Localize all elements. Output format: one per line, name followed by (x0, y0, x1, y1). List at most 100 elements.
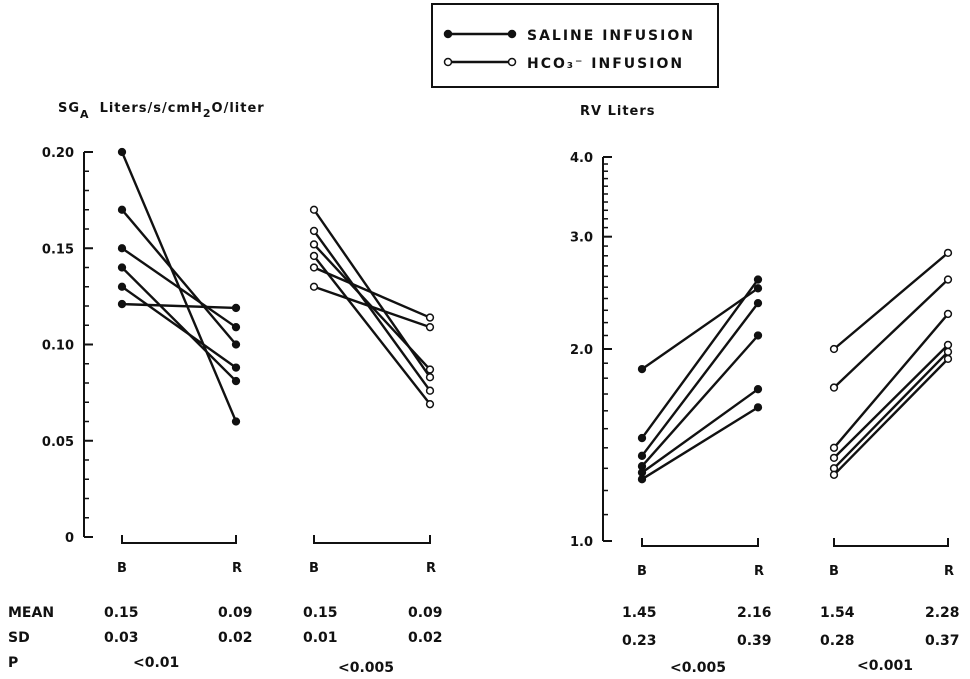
rv-subject-line (833, 278, 949, 389)
sga-subject-line (313, 255, 431, 405)
sga-data-point (231, 323, 241, 332)
subject-lines (117, 147, 953, 484)
sga-data-point (231, 417, 241, 426)
rv-subject-line (833, 358, 949, 476)
rv-group-bracket (641, 538, 759, 547)
stats-table: MEAN SD P 0.15 0.09 0.03 0.02 <0.01 0.15… (8, 605, 960, 676)
sga-subject-line (313, 285, 431, 329)
rv-ylabel: RV Liters (580, 104, 656, 119)
sga-category-label: R (426, 561, 436, 576)
legend-marker-hco3-right (507, 57, 517, 67)
rv-hco3-mean-b: 1.54 (820, 605, 855, 621)
rv-hco3-sd-r: 0.37 (925, 633, 960, 649)
sga-data-point (309, 251, 319, 261)
sga-group-bracket (121, 535, 237, 544)
sga-data-point (309, 263, 319, 272)
sga-data-point (425, 373, 435, 382)
rv-data-point (637, 451, 647, 460)
sga-ylabel: SGA Liters/s/cmH2O/liter (58, 101, 265, 121)
sga-data-point (117, 147, 127, 157)
rv-category-label: R (944, 564, 954, 579)
sga-saline-sd-b: 0.03 (104, 630, 139, 646)
sga-category-label: B (309, 561, 319, 576)
sga-ytick-label: 0.05 (42, 435, 74, 450)
rv-data-point (753, 331, 763, 340)
sga-data-point (117, 282, 127, 291)
rv-subject-line (641, 388, 759, 474)
rv-data-point (637, 468, 647, 477)
rv-group-bracket (833, 538, 949, 547)
sga-ytick-label: 0 (65, 531, 74, 546)
rv-saline-p: <0.005 (670, 660, 726, 676)
sga-data-point (117, 244, 127, 253)
sga-category-label: R (232, 561, 242, 576)
rv-ytick-label: 4.0 (570, 151, 593, 166)
sga-data-point (309, 226, 319, 236)
legend-marker-hco3-left (443, 57, 453, 67)
rv-data-point (753, 403, 763, 412)
row-label-sd: SD (8, 630, 30, 646)
rv-hco3-p: <0.001 (857, 658, 913, 674)
sga-data-point (425, 400, 435, 409)
rv-data-point (943, 340, 953, 350)
rv-axis: 4.0 3.0 2.0 1.0 (570, 151, 612, 550)
rv-subject-line (833, 344, 949, 459)
rv-hco3-sd-b: 0.28 (820, 633, 855, 649)
rv-subject-line (641, 334, 759, 467)
sga-data-point (231, 376, 241, 386)
row-label-mean: MEAN (8, 605, 54, 621)
legend-label-hco3: HCO₃⁻ INFUSION (527, 56, 684, 72)
sga-hco3-mean-r: 0.09 (408, 605, 443, 621)
legend-marker-saline-right (507, 29, 517, 39)
sga-hco3-mean-b: 0.15 (303, 605, 338, 621)
sga-data-point (309, 240, 319, 249)
rv-ytick-label: 1.0 (570, 535, 593, 550)
rv-data-point (637, 433, 647, 443)
sga-hco3-sd-b: 0.01 (303, 630, 338, 646)
sga-saline-p: <0.01 (133, 655, 179, 671)
rv-data-point (829, 443, 839, 452)
sga-hco3-sd-r: 0.02 (408, 630, 443, 646)
sga-axis: 0.20 0.15 0.10 0.05 0 (42, 146, 93, 546)
legend-marker-saline-left (443, 29, 453, 39)
sga-data-point (117, 263, 127, 272)
sga-data-point (117, 205, 127, 214)
rv-subject-line (641, 406, 759, 481)
rv-data-point (943, 354, 953, 364)
rv-ytick-label: 3.0 (570, 231, 593, 246)
rv-data-point (943, 275, 953, 284)
sga-data-point (117, 299, 127, 309)
sga-data-point (425, 365, 435, 374)
sga-data-point (425, 323, 435, 332)
rv-data-point (753, 275, 763, 284)
sga-saline-mean-r: 0.09 (218, 605, 253, 621)
rv-data-point (637, 475, 647, 484)
sga-category-label: B (117, 561, 127, 576)
rv-data-point (829, 470, 839, 479)
sga-data-point (425, 313, 435, 322)
rv-subject-line (833, 350, 949, 470)
sga-group-bracket (313, 535, 431, 544)
sga-subject-line (121, 266, 237, 382)
sga-subject-line (121, 302, 237, 310)
rv-data-point (829, 344, 839, 354)
rv-data-point (829, 453, 839, 463)
rv-data-point (829, 383, 839, 392)
sga-subject-line (121, 285, 237, 369)
rv-category-label: B (829, 564, 839, 579)
rv-saline-sd-r: 0.39 (737, 633, 772, 649)
sga-data-point (231, 363, 241, 372)
rv-saline-mean-r: 2.16 (737, 605, 772, 621)
rv-data-point (943, 309, 953, 319)
rv-data-point (943, 248, 953, 257)
rv-subject-line (641, 302, 759, 457)
sga-subject-line (313, 266, 431, 319)
sga-data-point (231, 340, 241, 349)
legend-label-saline: SALINE INFUSION (527, 28, 695, 44)
rv-data-point (753, 299, 763, 308)
legend-box (431, 3, 719, 88)
rv-ytick-label: 2.0 (570, 343, 593, 358)
sga-subject-line (121, 208, 237, 346)
sga-ytick-label: 0.15 (42, 242, 74, 257)
